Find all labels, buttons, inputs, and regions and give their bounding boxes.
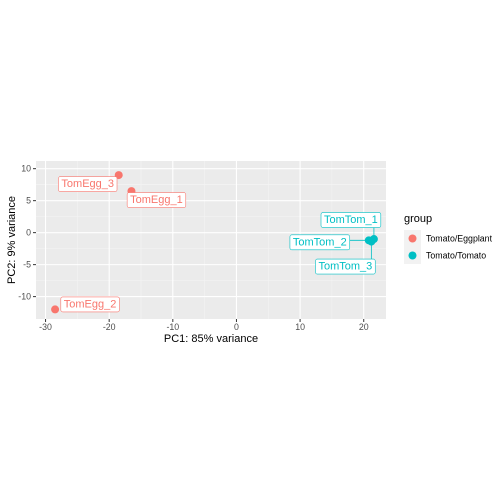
x-axis-title: PC1: 85% variance [164,333,258,345]
x-tick-label: 0 [234,322,239,332]
point-label: TomTom_2 [289,234,351,251]
x-tick-label: -10 [166,322,179,332]
point-label-text: TomEgg_1 [130,194,183,206]
y-tick-label: -5 [23,260,31,270]
x-tick-label: -30 [39,322,52,332]
point-labels: TomEgg_3 TomEgg_1 TomEgg_2 TomTom_1 TomTom_2… [58,176,382,313]
data-point [51,305,60,314]
point-label-text: TomEgg_3 [61,178,114,190]
point-label: TomTom_1 [320,212,382,228]
point-label-text: TomTom_3 [318,261,372,273]
point-label-box [60,296,120,313]
y-tick-label: 0 [26,228,31,238]
data-point [367,237,376,246]
y-axis: -10 -5 0 5 10 [18,164,36,302]
x-tick-label: -20 [103,322,116,332]
data-points [51,171,378,314]
legend-key [408,234,417,243]
legend: group Tomato/Eggplant Tomato/Tomato [404,213,493,264]
x-axis: -30 -20 -10 0 10 20 [39,319,369,332]
point-label-box [320,212,382,228]
y-tick-label: 10 [21,164,31,174]
y-tick-label: 5 [26,196,31,206]
legend-title: group [404,213,432,225]
point-label: TomEgg_2 [60,296,120,313]
x-tick-label: 10 [295,322,305,332]
point-label-text: TomEgg_2 [64,298,117,310]
y-axis-title: PC2: 9% variance [6,196,18,284]
point-label-text: TomTom_1 [324,214,378,226]
point-label-box [126,192,187,208]
point-label: TomEgg_3 [58,176,118,192]
point-label-box [315,258,376,275]
point-label-box [58,176,118,192]
point-label: TomTom_3 [315,258,376,275]
point-label-text: TomTom_2 [293,236,347,248]
x-tick-label: 20 [359,322,369,332]
legend-entry-label: Tomato/Eggplant [426,234,493,244]
legend-entry-label: Tomato/Tomato [426,251,486,261]
y-tick-label: -10 [18,292,31,302]
legend-key [408,251,417,260]
point-label-box [289,234,351,251]
point-label: TomEgg_1 [126,192,187,208]
